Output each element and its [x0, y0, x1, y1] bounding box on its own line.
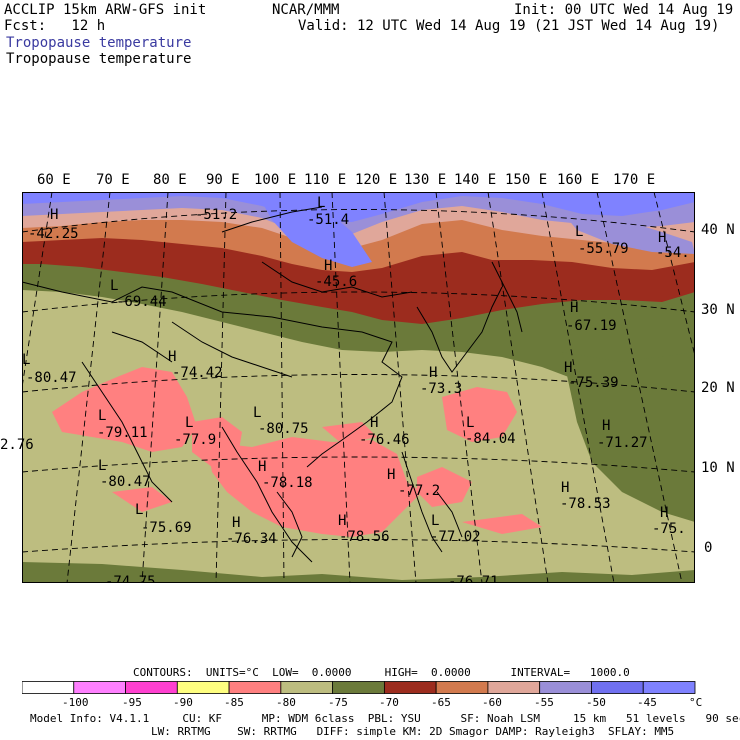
- colorbar-tick-label: -55: [534, 696, 554, 709]
- band-olive-east: [562, 352, 695, 522]
- band-lavender-east: [562, 212, 695, 254]
- center-label: NCAR/MMM: [272, 2, 340, 18]
- colorbar-swatch: [539, 681, 592, 694]
- colorbar-tick-label: -65: [431, 696, 451, 709]
- colorbar-tick-label: -75: [328, 696, 348, 709]
- colorbar-tick-label: -60: [482, 696, 502, 709]
- lon-label: 120 E: [355, 172, 398, 188]
- colorbar-tick-label: -45: [637, 696, 657, 709]
- lat-label: 40 N: [701, 222, 735, 238]
- tropopause-temperature-map: [22, 192, 695, 583]
- colorbar-swatch: [22, 681, 75, 694]
- contour-info: CONTOURS: UNITS=°C LOW= 0.0000 HIGH= 0.0…: [133, 666, 630, 679]
- lat-label: 10 N: [701, 460, 735, 476]
- map-frame: [22, 192, 695, 583]
- lat-label: 30 N: [701, 302, 735, 318]
- model-title: ACCLIP 15km ARW-GFS init: [4, 2, 207, 18]
- lon-label: 80 E: [153, 172, 187, 188]
- forecast-hour: Fcst: 12 h: [4, 18, 106, 34]
- colorbar-swatch: [176, 681, 230, 694]
- colorbar-tick-label: -100: [62, 696, 89, 709]
- model-info-line1: Model Info: V4.1.1 CU: KF MP: WDM 6class…: [30, 712, 740, 725]
- field-title-shaded: Tropopause temperature: [6, 35, 192, 51]
- cold-pink-regions: [52, 367, 542, 537]
- lon-label: 70 E: [96, 172, 130, 188]
- lon-label: 150 E: [505, 172, 548, 188]
- lon-label: 160 E: [557, 172, 600, 188]
- lon-label: 90 E: [206, 172, 240, 188]
- lon-label: 140 E: [454, 172, 497, 188]
- colorbar-unit: °C: [689, 696, 703, 709]
- model-info-line2: LW: RRTMG SW: RRTMG DIFF: simple KM: 2D …: [151, 725, 675, 738]
- lat-label: 0: [704, 540, 713, 556]
- colorbar-tick-label: -90: [173, 696, 193, 709]
- colorbar-tick-label: -95: [122, 696, 142, 709]
- colorbar-swatch: [383, 681, 437, 694]
- lon-label: 100 E: [254, 172, 297, 188]
- field-title-contour: Tropopause temperature: [6, 51, 192, 67]
- colorbar: [22, 681, 696, 694]
- colorbar-swatch: [591, 681, 644, 694]
- lon-label: 60 E: [37, 172, 71, 188]
- colorbar-swatch: [435, 681, 489, 694]
- lon-label: 110 E: [304, 172, 347, 188]
- colorbar-tick-label: -50: [586, 696, 606, 709]
- colorbar-swatch: [73, 681, 126, 694]
- colorbar-swatch: [228, 681, 282, 694]
- colorbar-tick-label: -80: [276, 696, 296, 709]
- colorbar-tick-label: -70: [379, 696, 399, 709]
- colorbar-tick-label: -85: [224, 696, 244, 709]
- colorbar-swatch: [642, 681, 696, 694]
- graticule: [22, 192, 695, 583]
- init-time: Init: 00 UTC Wed 14 Aug 19: [514, 2, 734, 18]
- band-cold-blue-core: [262, 202, 372, 267]
- lat-label: 20 N: [701, 380, 735, 396]
- colorbar-swatch: [280, 681, 334, 694]
- colorbar-swatch: [487, 681, 541, 694]
- band-olive-south: [22, 562, 695, 583]
- band-cold-blue: [22, 192, 695, 222]
- coastlines: [22, 206, 523, 563]
- valid-time: Valid: 12 UTC Wed 14 Aug 19 (21 JST Wed …: [298, 18, 720, 34]
- colorbar-swatch: [125, 681, 178, 694]
- colorbar-swatch: [332, 681, 385, 694]
- lon-label: 170 E: [613, 172, 656, 188]
- lon-label: 130 E: [404, 172, 447, 188]
